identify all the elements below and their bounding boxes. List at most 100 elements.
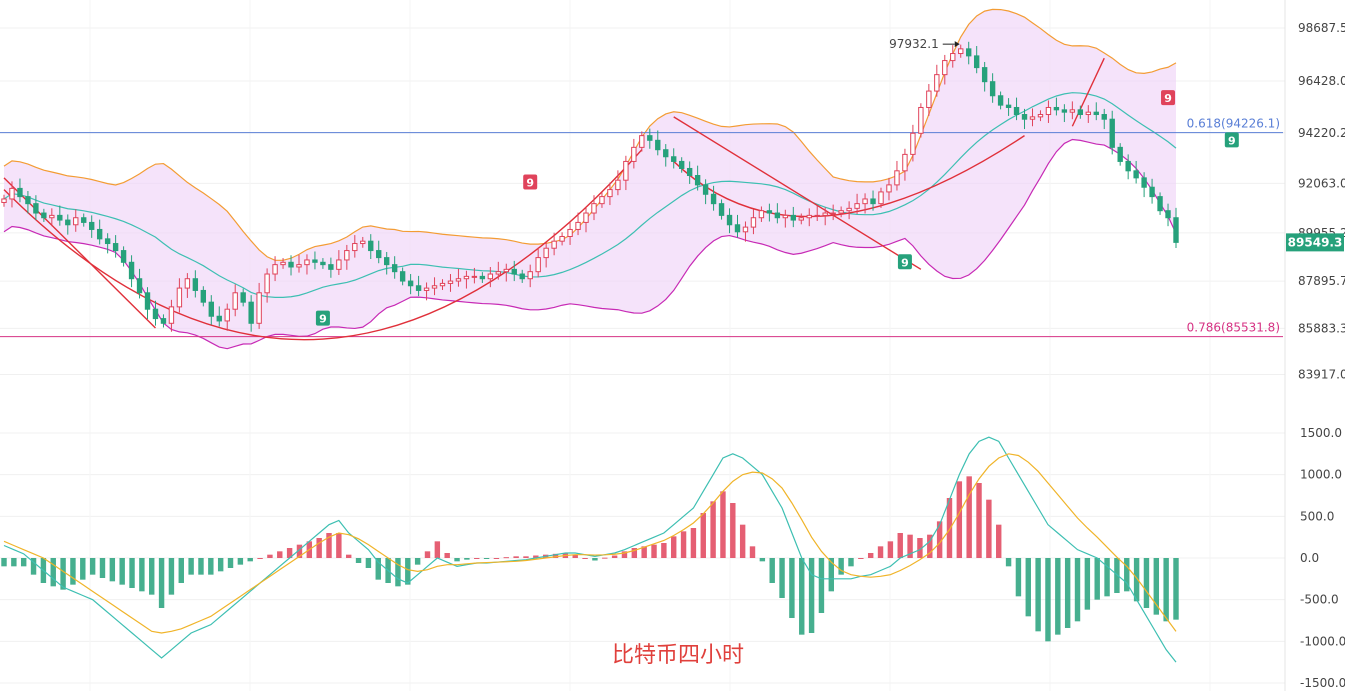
macd-histogram-bar: [1045, 558, 1051, 642]
macd-histogram-bar: [867, 553, 874, 558]
price-axis: 98687.596428.094220.292063.089955.287895…: [1284, 0, 1345, 691]
macd-panel: [1, 436, 1179, 663]
macd-histogram-bar: [582, 558, 588, 559]
candle-body: [1101, 114, 1107, 120]
macd-histogram-bar: [355, 558, 362, 563]
macd-histogram-bar: [326, 533, 332, 558]
candle-body: [615, 179, 621, 191]
candle-body: [1037, 114, 1044, 118]
macd-histogram-bar: [89, 558, 96, 575]
macd-histogram-bar: [1114, 558, 1120, 593]
candle-body: [1093, 111, 1099, 116]
candle-body: [320, 261, 326, 266]
candle-body: [479, 275, 486, 280]
candle-body: [232, 292, 238, 310]
candle-body: [575, 221, 581, 230]
macd-tick-label: -500.0: [1300, 593, 1339, 607]
candle-body: [1, 198, 7, 203]
candle-body: [487, 273, 494, 280]
candle-body: [527, 271, 533, 280]
candle-body: [17, 187, 23, 198]
macd-histogram-bar: [1025, 558, 1031, 617]
candle-body: [391, 264, 398, 273]
candle-body: [981, 67, 988, 83]
macd-histogram-bar: [513, 556, 519, 558]
macd-histogram-bar: [946, 498, 953, 558]
candle-body: [33, 203, 39, 214]
macd-histogram-bar: [434, 541, 441, 558]
candle-body: [798, 217, 804, 221]
candle-body: [535, 257, 541, 273]
candle-body: [1085, 111, 1091, 116]
candle-body: [519, 273, 525, 280]
candle-body: [559, 235, 565, 242]
macd-histogram-bar: [149, 558, 155, 595]
macd-histogram-bar: [700, 513, 706, 558]
macd-histogram-bar: [759, 558, 766, 562]
candle-body: [997, 95, 1004, 106]
macd-histogram-bar: [129, 558, 135, 588]
macd-histogram-bar: [907, 534, 913, 558]
macd-histogram-bar: [316, 538, 322, 558]
candle-body: [750, 217, 757, 228]
candle-body: [894, 170, 900, 186]
candle-body: [758, 210, 765, 219]
candle-body: [774, 212, 781, 219]
macd-histogram-bar: [247, 558, 253, 562]
candle-body: [25, 196, 31, 205]
candle-body: [910, 132, 916, 155]
candle-body: [65, 219, 71, 226]
candle-body: [208, 301, 214, 317]
candle-body: [89, 221, 95, 230]
macd-histogram-bar: [838, 558, 844, 575]
macd-histogram-bar: [1133, 558, 1140, 602]
macd-histogram-bar: [749, 546, 756, 558]
td-nine-badge: [523, 174, 538, 190]
bottom-arc-curve: [3, 149, 643, 341]
macd-tick-label: 1000.0: [1300, 468, 1342, 482]
candle-body: [81, 217, 87, 223]
candle-body: [742, 226, 749, 233]
macd-histogram-bar: [198, 558, 204, 575]
macd-histogram-bar: [661, 543, 667, 558]
macd-histogram-bar: [454, 558, 460, 562]
candle-body: [57, 214, 63, 221]
macd-histogram-bar: [99, 558, 106, 578]
macd-histogram-bar: [1015, 558, 1022, 597]
candle-body: [112, 243, 119, 252]
candle-body: [384, 257, 390, 266]
macd-tick-label: -1500.0: [1300, 676, 1345, 690]
candle-body: [120, 250, 127, 263]
macd-histogram-bar: [799, 558, 805, 635]
td-nine-badge: [897, 254, 912, 270]
macd-histogram-bar: [897, 533, 903, 558]
macd-histogram-bar: [680, 531, 687, 558]
macd-histogram-bar: [848, 558, 854, 567]
candle-body: [176, 287, 183, 308]
macd-histogram-bar: [1055, 558, 1061, 635]
candle-body: [503, 268, 509, 273]
macd-histogram-bar: [257, 558, 263, 559]
macd-tick-label: -1000.0: [1300, 634, 1345, 648]
price-tick-label: 96428.0: [1298, 74, 1345, 88]
macd-dea-line: [3, 453, 1177, 634]
macd-histogram-bar: [395, 558, 401, 587]
chart-title: 比特币四小时: [612, 643, 744, 668]
current-price-tag: [1286, 233, 1344, 252]
td-nine-label: 9: [1164, 92, 1172, 105]
candle-body: [415, 285, 422, 291]
macd-histogram-bar: [1124, 558, 1130, 592]
middle-band-line: [3, 92, 1177, 298]
macd-tick-label: 500.0: [1300, 509, 1334, 523]
macd-histogram-bar: [887, 541, 894, 558]
macd-histogram-bar: [1143, 558, 1150, 608]
macd-histogram-bar: [237, 558, 244, 565]
macd-histogram-bar: [109, 558, 116, 582]
candle-body: [599, 196, 605, 205]
upper-band-line: [3, 8, 1177, 261]
macd-histogram-bar: [158, 558, 165, 608]
band-fill: [4, 9, 1176, 349]
candle-body: [958, 48, 964, 55]
candle-body: [671, 156, 677, 162]
